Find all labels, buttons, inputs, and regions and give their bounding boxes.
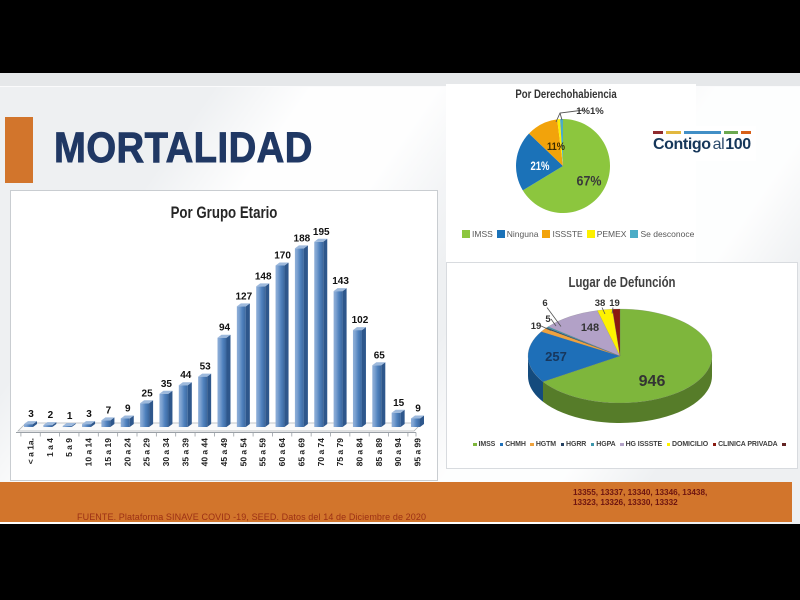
legend-swatch bbox=[530, 442, 534, 447]
logo: Contigo al100 bbox=[648, 126, 756, 161]
legend-label: PEMEX bbox=[596, 229, 627, 239]
bar-chart-panel: Por Grupo Etario bbox=[10, 190, 438, 481]
footer-bar: FUENTE. Plataforma SINAVE COVID -19, SEE… bbox=[0, 482, 792, 522]
legend-item: IMSS bbox=[473, 441, 495, 448]
legend-swatch bbox=[712, 442, 717, 447]
logo-dash bbox=[653, 131, 663, 134]
source-note: FUENTE. Plataforma SINAVE COVID -19, SEE… bbox=[77, 512, 427, 522]
legend-swatch bbox=[560, 442, 565, 447]
pie2-panel bbox=[446, 262, 798, 469]
legend-label: HGPA bbox=[596, 441, 616, 448]
pie1-title: Por Derechohabiencia bbox=[515, 87, 617, 101]
logo-dash bbox=[684, 131, 721, 134]
legend-item: Ninguna bbox=[496, 229, 539, 239]
folio-numbers: 13355, 13337, 13340, 13346, 13438, 13323… bbox=[573, 488, 707, 507]
legend-swatch bbox=[666, 442, 671, 447]
legend-label: CHMH bbox=[505, 441, 526, 448]
pie1-legend: IMSS Ninguna ISSSTE PEMEX Se desconoce bbox=[462, 229, 694, 239]
legend-swatch bbox=[586, 230, 595, 238]
slide: MORTALIDAD Por Grupo Etario Por Derechoh… bbox=[0, 73, 800, 524]
folio-line2: 13323, 13326, 13330, 13332 bbox=[573, 497, 678, 507]
pie2-legend: IMSS CHMH HGTM HGRR HGPA HG ISSSTE DOMICILIO CL… bbox=[473, 441, 788, 448]
legend-item: CHMH bbox=[499, 441, 526, 448]
logo-dash bbox=[666, 131, 681, 134]
legend-swatch bbox=[542, 230, 551, 238]
legend-label: HG ISSSTE bbox=[625, 441, 663, 448]
legend-extra-swatch bbox=[782, 442, 786, 447]
legend-swatch bbox=[630, 230, 639, 238]
legend-label: ISSSTE bbox=[552, 229, 583, 239]
logo-dash bbox=[724, 131, 738, 134]
logo-word-mid: al bbox=[712, 136, 725, 153]
orange-accent-rect bbox=[5, 117, 33, 183]
logo-dash bbox=[741, 131, 751, 134]
logo-text: Contigo al100 bbox=[653, 136, 751, 154]
legend-item: IMSS bbox=[462, 229, 493, 239]
legend-swatch bbox=[499, 442, 504, 447]
logo-word-num: 100 bbox=[725, 136, 751, 153]
legend-label: CLINICA PRIVADA bbox=[718, 441, 778, 448]
legend-item: HGPA bbox=[590, 441, 616, 448]
legend-item: ISSSTE bbox=[542, 229, 583, 239]
logo-dashes bbox=[653, 131, 751, 134]
bar-chart-title: Por Grupo Etario bbox=[170, 203, 278, 222]
logo-word-main: Contigo bbox=[653, 136, 711, 153]
legend-label: Se desconoce bbox=[640, 229, 695, 239]
pie2-title: Lugar de Defunción bbox=[568, 274, 676, 291]
legend-swatch bbox=[473, 442, 477, 447]
legend-swatch bbox=[462, 230, 470, 238]
slide-top-strip bbox=[0, 73, 800, 87]
slide-title: MORTALIDAD bbox=[54, 124, 313, 172]
folio-line1: 13355, 13337, 13340, 13346, 13438, bbox=[573, 488, 708, 497]
legend-label: HGRR bbox=[566, 441, 587, 448]
legend-label: IMSS bbox=[472, 229, 493, 239]
legend-item: DOMICILIO bbox=[666, 441, 709, 448]
legend-swatch bbox=[590, 442, 595, 447]
legend-swatch bbox=[496, 230, 505, 238]
legend-item: HGRR bbox=[560, 441, 587, 448]
legend-item: Se desconoce bbox=[630, 229, 694, 239]
legend-item: CLINICA PRIVADA bbox=[712, 441, 778, 448]
legend-swatch bbox=[620, 442, 624, 447]
legend-label: Ninguna bbox=[506, 229, 539, 239]
legend-label: IMSS bbox=[478, 441, 496, 448]
legend-item: HG ISSSTE bbox=[620, 441, 662, 448]
legend-label: DOMICILIO bbox=[672, 441, 709, 448]
legend-item: HGTM bbox=[530, 441, 556, 448]
legend-item: PEMEX bbox=[586, 229, 627, 239]
legend-label: HGTM bbox=[535, 441, 557, 448]
